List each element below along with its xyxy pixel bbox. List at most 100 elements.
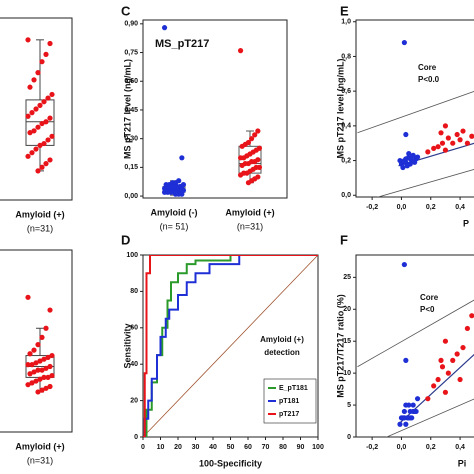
data-point (410, 408, 416, 415)
y-tick-label: 1,0 (341, 19, 351, 26)
data-point (43, 161, 49, 167)
y-tick-label: 0,00 (124, 193, 138, 200)
data-point (410, 157, 416, 164)
x-tick-label: 40 (209, 444, 217, 451)
data-point (245, 180, 252, 186)
annotation: Core (420, 293, 439, 302)
chart-title: MS_pT217 (155, 38, 209, 50)
legend-label: pT217 (279, 411, 299, 418)
y-tick-label: 80 (130, 288, 138, 295)
data-point (43, 51, 49, 58)
y-tick-label: 0,4 (341, 123, 351, 130)
data-point (39, 120, 45, 127)
frame (0, 249, 73, 433)
data-point (45, 95, 51, 101)
data-point (25, 153, 31, 159)
category-sublabel: (n=31) (27, 455, 53, 465)
fit-line (385, 398, 474, 437)
data-point (43, 385, 49, 391)
data-point (431, 145, 437, 152)
data-point (400, 164, 406, 171)
data-point (454, 351, 460, 357)
data-point (47, 115, 53, 121)
data-point (25, 362, 31, 368)
data-point (442, 338, 449, 344)
category-label: Amyloid (+) (15, 209, 64, 219)
y-tick-label: 40 (130, 361, 138, 368)
data-point (45, 354, 51, 360)
data-point (450, 140, 456, 146)
data-point (31, 77, 37, 83)
annotation: detection (264, 348, 300, 357)
data-point (43, 325, 49, 331)
data-point (237, 48, 244, 54)
data-point (410, 152, 416, 158)
roc-line (143, 255, 318, 437)
x-tick-label: 70 (262, 444, 270, 451)
y-tick-label: 0,2 (341, 157, 351, 164)
data-point (35, 367, 41, 373)
x-tick-label: 0 (141, 444, 145, 451)
y-tick-label: 100 (126, 252, 138, 259)
y-tick-label: 20 (343, 306, 351, 313)
x-tick-label: -0,2 (366, 204, 378, 211)
y-tick-label: 5 (347, 402, 351, 409)
x-tick-label: 0,0 (397, 204, 407, 211)
data-point (41, 140, 47, 147)
data-point (239, 162, 245, 169)
data-point (37, 142, 43, 148)
x-tick-label: 80 (279, 444, 287, 451)
data-point (161, 189, 168, 195)
panel-letter: E (340, 3, 349, 18)
data-point (47, 363, 53, 370)
data-point (39, 387, 45, 393)
data-point (29, 362, 35, 368)
data-point (414, 396, 421, 402)
data-point (442, 389, 449, 395)
data-point (49, 91, 55, 98)
frame (355, 254, 474, 438)
x-tick-label: 20 (174, 444, 182, 451)
data-point (35, 389, 41, 395)
data-point (445, 135, 451, 141)
fit-line (357, 299, 474, 368)
data-point (29, 110, 35, 116)
y-tick-label: 0,90 (124, 21, 138, 28)
data-point (41, 99, 47, 105)
y-tick-label: 0 (347, 434, 351, 441)
data-point (25, 382, 31, 388)
panel-letter: D (121, 232, 130, 247)
data-point (45, 137, 51, 143)
data-point (464, 325, 471, 332)
data-point (239, 143, 245, 149)
data-point (439, 364, 446, 370)
y-tick-label: 0,8 (341, 53, 351, 60)
data-point (460, 128, 466, 134)
y-tick-label: 0,45 (124, 107, 138, 114)
data-point (31, 347, 37, 353)
data-point (31, 128, 37, 134)
category-label: Amyloid (+) (225, 207, 274, 217)
data-point (45, 374, 51, 380)
data-point (438, 357, 444, 363)
data-point (435, 376, 441, 383)
data-point (469, 313, 474, 319)
data-point (414, 154, 421, 160)
data-point (403, 131, 409, 138)
panel-letter: F (340, 232, 348, 247)
y-axis-title: Sensitivity (122, 323, 132, 368)
y-tick-label: 15 (343, 338, 351, 345)
x-tick-label: 10 (157, 444, 165, 451)
data-point (237, 172, 244, 178)
y-axis-title: MS pT217 level (ng/mL) (122, 59, 132, 159)
data-point (401, 39, 407, 46)
roc-line (143, 255, 318, 437)
data-point (397, 421, 403, 427)
frame (142, 19, 288, 199)
annotation: P<0 (420, 305, 435, 314)
data-point (31, 369, 37, 375)
data-point (47, 157, 53, 163)
data-point (25, 37, 31, 43)
category-sublabel: (n= 51) (160, 221, 189, 231)
